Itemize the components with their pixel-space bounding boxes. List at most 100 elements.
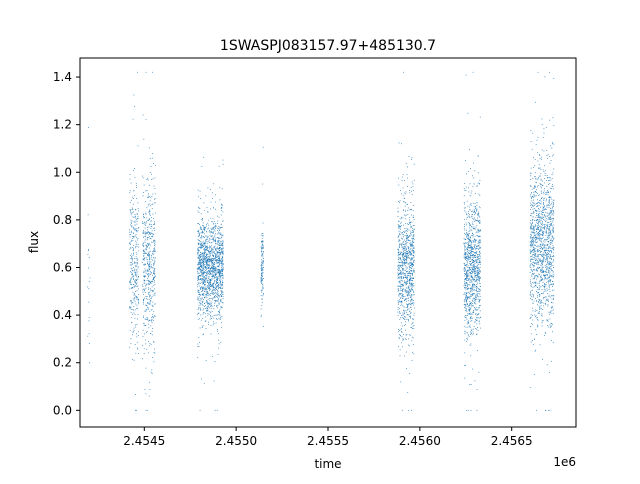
data-point xyxy=(474,260,476,262)
data-point xyxy=(474,380,476,382)
data-point xyxy=(154,273,155,275)
data-point xyxy=(466,282,468,283)
data-point xyxy=(413,318,415,320)
data-point xyxy=(463,256,465,258)
data-point xyxy=(401,298,403,299)
data-point xyxy=(473,252,475,254)
data-point xyxy=(214,409,216,411)
data-point xyxy=(203,265,204,267)
data-point xyxy=(216,282,218,284)
data-point xyxy=(203,248,205,250)
data-point xyxy=(412,280,414,282)
data-point xyxy=(463,242,465,244)
data-point xyxy=(217,271,219,273)
data-point xyxy=(129,234,131,236)
data-point xyxy=(537,317,538,319)
data-point xyxy=(402,314,404,316)
data-point xyxy=(399,286,401,287)
data-point xyxy=(135,282,136,284)
data-point xyxy=(409,224,411,226)
data-point xyxy=(405,262,407,264)
data-point xyxy=(201,241,203,243)
data-point xyxy=(137,277,139,279)
data-point xyxy=(203,278,205,280)
data-point xyxy=(401,246,403,248)
data-point xyxy=(142,222,144,224)
data-point xyxy=(145,253,146,255)
data-point xyxy=(469,240,471,242)
data-point xyxy=(552,265,554,266)
data-point xyxy=(134,281,136,283)
data-point xyxy=(475,280,477,282)
data-point xyxy=(471,288,473,290)
data-point xyxy=(217,314,219,316)
data-point xyxy=(540,286,542,288)
data-point xyxy=(475,280,476,282)
data-point xyxy=(467,297,469,298)
data-point xyxy=(203,266,205,268)
data-point xyxy=(471,214,473,216)
data-point xyxy=(222,253,224,255)
data-point xyxy=(531,339,533,341)
data-point xyxy=(398,200,399,202)
data-point xyxy=(535,191,536,193)
data-point xyxy=(531,286,533,287)
data-point xyxy=(409,209,411,211)
data-point xyxy=(404,202,406,204)
data-point xyxy=(475,205,476,207)
data-point xyxy=(475,239,477,241)
data-point xyxy=(210,303,212,305)
data-point xyxy=(143,298,145,300)
data-point xyxy=(138,227,140,229)
data-point xyxy=(541,278,543,279)
data-point xyxy=(215,301,217,303)
data-point xyxy=(211,261,213,262)
data-point xyxy=(202,318,203,320)
data-point xyxy=(215,271,217,273)
data-point xyxy=(212,228,214,230)
data-point xyxy=(202,272,204,274)
data-point xyxy=(204,253,205,254)
data-point xyxy=(553,255,555,257)
data-point xyxy=(210,288,212,290)
data-point xyxy=(403,277,405,278)
data-point xyxy=(203,252,205,254)
data-point xyxy=(204,248,205,250)
data-point xyxy=(473,183,475,185)
data-point xyxy=(409,310,410,312)
data-point xyxy=(473,267,475,269)
data-point xyxy=(545,247,547,249)
data-point xyxy=(464,252,466,254)
data-point xyxy=(406,292,408,294)
data-point xyxy=(222,251,224,253)
data-point xyxy=(154,348,155,350)
data-point xyxy=(209,286,210,288)
data-point xyxy=(200,255,202,257)
data-point xyxy=(399,257,401,259)
data-point xyxy=(145,264,147,265)
data-point xyxy=(551,243,553,245)
data-point xyxy=(151,317,153,319)
data-point xyxy=(209,256,211,258)
data-point xyxy=(136,308,138,309)
data-point xyxy=(211,251,213,253)
data-point xyxy=(149,303,151,305)
data-point xyxy=(217,260,219,261)
data-point xyxy=(401,409,403,411)
data-point xyxy=(471,245,473,247)
data-point xyxy=(549,256,551,258)
data-point xyxy=(400,301,402,302)
data-point xyxy=(406,294,408,296)
data-point xyxy=(197,290,199,292)
data-point xyxy=(146,317,148,319)
data-point xyxy=(534,220,535,221)
data-point xyxy=(548,198,550,200)
data-point xyxy=(533,259,535,261)
data-point xyxy=(479,320,480,322)
data-point xyxy=(404,289,406,291)
data-point xyxy=(402,71,404,73)
data-point xyxy=(477,229,479,231)
data-point xyxy=(143,213,145,215)
data-point xyxy=(536,232,538,234)
data-point xyxy=(203,283,204,285)
